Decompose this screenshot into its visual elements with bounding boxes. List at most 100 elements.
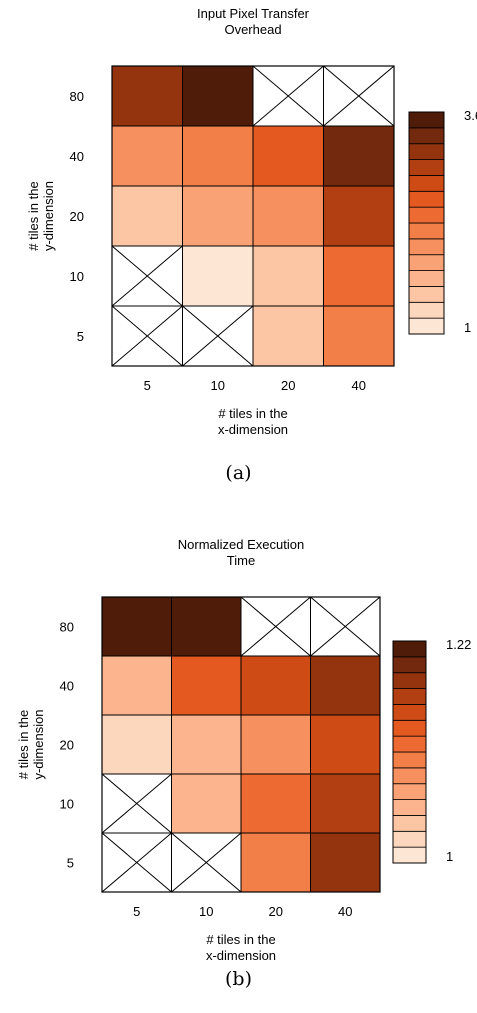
colorbar-max-label: 1.22 bbox=[446, 637, 471, 652]
x-tick-label: 40 bbox=[338, 904, 352, 919]
y-tick-label: 20 bbox=[70, 209, 84, 224]
x-tick-label: 40 bbox=[352, 378, 366, 393]
colorbar-swatch bbox=[392, 719, 427, 737]
heatmap-cell bbox=[323, 305, 395, 367]
plot-frame bbox=[101, 596, 381, 893]
missing-cell bbox=[111, 245, 183, 307]
figure-caption-b: (b) bbox=[225, 968, 252, 990]
colorbar-swatch bbox=[408, 301, 445, 319]
colorbar-swatch bbox=[408, 254, 445, 271]
colorbar-swatch bbox=[408, 143, 445, 160]
heatmap-cell bbox=[111, 65, 183, 127]
colorbar-swatch bbox=[392, 767, 427, 785]
heatmap-cell bbox=[171, 596, 242, 657]
missing-cell bbox=[182, 305, 254, 367]
figure-caption-a: (a) bbox=[225, 462, 252, 484]
chart-panel-a: Input Pixel Transfer Overhead 5 10 20 40 80 40 2… bbox=[0, 0, 477, 500]
chart-title: Normalized Execution Time bbox=[178, 537, 304, 568]
missing-cell bbox=[171, 832, 242, 893]
heatmap-chart-b: Normalized Execution Time 5 10 20 40 80 40 20 10 5… bbox=[16, 537, 471, 963]
colorbar-swatch bbox=[392, 688, 427, 705]
missing-cell bbox=[310, 596, 381, 657]
heatmap-cell bbox=[101, 714, 172, 775]
heatmap-cell bbox=[182, 245, 254, 307]
heatmap-cell bbox=[240, 773, 311, 834]
colorbar-swatch bbox=[408, 270, 445, 287]
colorbar-swatch bbox=[408, 159, 445, 176]
chart-panel-b: Normalized Execution Time 5 10 20 40 80 40 20 10 5… bbox=[0, 505, 477, 1005]
x-tick-label: 20 bbox=[281, 378, 295, 393]
x-tick-label: 10 bbox=[199, 904, 213, 919]
heatmap-cell bbox=[182, 65, 254, 127]
heatmap-cell bbox=[310, 773, 381, 834]
heatmap-cell bbox=[182, 185, 254, 247]
heatmap-cell bbox=[252, 185, 324, 247]
colorbar-min-label: 1 bbox=[464, 320, 471, 335]
heatmap-cell bbox=[240, 714, 311, 775]
x-tick-label: 5 bbox=[133, 904, 140, 919]
missing-cell bbox=[101, 773, 172, 834]
colorbar-swatch bbox=[408, 175, 445, 192]
heatmap-cell bbox=[101, 596, 172, 657]
y-tick-label: 5 bbox=[67, 856, 74, 871]
colorbar-swatch bbox=[408, 206, 445, 224]
y-tick-label: 10 bbox=[60, 797, 74, 812]
colorbar-swatch bbox=[392, 830, 427, 848]
y-tick-label: 10 bbox=[70, 269, 84, 284]
heatmap-cell bbox=[252, 125, 324, 187]
x-axis-label: # tiles in the x-dimension bbox=[218, 406, 288, 437]
x-tick-label: 5 bbox=[144, 378, 151, 393]
colorbar-swatch bbox=[392, 672, 427, 689]
heatmap-chart-a: Input Pixel Transfer Overhead 5 10 20 40 80 40 2… bbox=[26, 6, 477, 437]
plot-frame bbox=[111, 65, 395, 367]
colorbar-swatch bbox=[408, 238, 445, 256]
heatmap-cell bbox=[111, 185, 183, 247]
colorbar-swatch bbox=[408, 190, 445, 208]
y-tick-label: 80 bbox=[60, 620, 74, 635]
colorbar-swatch bbox=[408, 286, 445, 303]
colorbar-swatch bbox=[392, 846, 427, 864]
colorbar-min-label: 1 bbox=[446, 849, 453, 864]
y-axis-label: # tiles in they-dimension bbox=[26, 181, 56, 251]
colorbar-swatch bbox=[392, 656, 427, 674]
missing-cell bbox=[323, 65, 395, 127]
heatmap-cell bbox=[252, 305, 324, 367]
colorbar-max-label: 3.6 bbox=[464, 108, 477, 123]
heatmap-cell bbox=[310, 655, 381, 716]
colorbar-swatch bbox=[392, 799, 427, 816]
colorbar-swatch bbox=[392, 704, 427, 721]
missing-cell bbox=[252, 65, 324, 127]
heatmap-cell bbox=[171, 655, 242, 716]
missing-cell bbox=[101, 832, 172, 893]
y-tick-label: 5 bbox=[77, 329, 84, 344]
heatmap-cell bbox=[240, 655, 311, 716]
heatmap-cell bbox=[323, 185, 395, 247]
y-axis-label: # tiles in they-dimension bbox=[16, 709, 46, 779]
x-tick-label: 10 bbox=[211, 378, 225, 393]
colorbar-swatch bbox=[408, 317, 445, 335]
missing-cell bbox=[111, 305, 183, 367]
colorbar-swatch bbox=[392, 783, 427, 800]
y-tick-label: 80 bbox=[70, 89, 84, 104]
heatmap-cell bbox=[171, 714, 242, 775]
colorbar-swatch bbox=[408, 111, 445, 129]
heatmap-cell bbox=[310, 832, 381, 893]
colorbar-swatch bbox=[408, 127, 445, 145]
x-axis-label: # tiles in the x-dimension bbox=[206, 932, 276, 963]
heatmap-cell bbox=[252, 245, 324, 307]
colorbar-swatch bbox=[392, 640, 427, 658]
heatmap-cell bbox=[240, 832, 311, 893]
y-tick-label: 40 bbox=[70, 149, 84, 164]
colorbar-frame bbox=[392, 640, 427, 864]
heatmap-cell bbox=[101, 655, 172, 716]
colorbar-swatch bbox=[392, 751, 427, 769]
heatmap-cell bbox=[323, 125, 395, 187]
colorbar-frame bbox=[408, 111, 445, 335]
colorbar-swatch bbox=[392, 815, 427, 832]
y-tick-label: 20 bbox=[60, 738, 74, 753]
heatmap-cell bbox=[111, 125, 183, 187]
colorbar-swatch bbox=[392, 735, 427, 753]
colorbar-swatch bbox=[408, 222, 445, 240]
heatmap-cell bbox=[310, 714, 381, 775]
chart-title: Input Pixel Transfer Overhead bbox=[197, 6, 310, 37]
